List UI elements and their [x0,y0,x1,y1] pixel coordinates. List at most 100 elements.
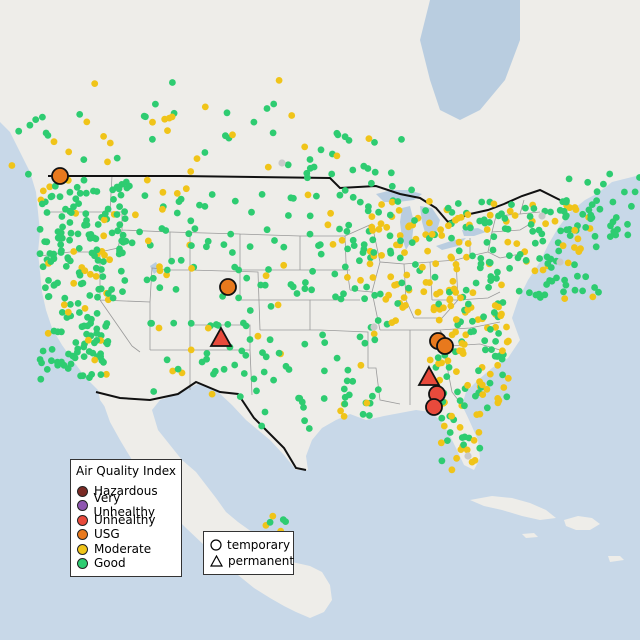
good-monitor [253,387,260,395]
good-monitor [104,205,112,213]
good-monitor [284,161,292,169]
good-monitor [526,213,534,220]
good-monitor [100,258,107,265]
moderate-monitor [539,266,547,274]
offline-monitor [464,452,472,460]
good-monitor [469,252,476,260]
good-monitor [454,388,461,396]
good-monitor [58,247,65,255]
good-monitor [547,208,554,216]
good-monitor [317,250,325,258]
good-monitor [50,281,58,289]
offline-monitor [278,159,286,167]
good-monitor [571,261,578,269]
good-monitor [61,294,69,302]
good-monitor [472,279,480,287]
good-monitor [149,135,156,143]
good-monitor [321,367,328,375]
moderate-monitor [173,190,181,197]
moderate-monitor [87,270,94,278]
good-monitor [121,277,129,284]
moderate-monitor [571,244,578,251]
good-monitor [445,364,453,371]
good-monitor [503,393,511,401]
good-monitor [529,227,537,235]
good-monitor [522,204,529,212]
good-monitor [349,193,357,201]
good-monitor [74,230,82,238]
good-monitor [271,237,278,244]
moderate-monitor [304,191,312,199]
good-monitor [169,79,176,86]
good-monitor [93,337,101,344]
good-monitor [371,336,379,344]
good-monitor [334,131,342,139]
hazardous-swatch [77,485,88,497]
good-monitor [64,365,72,372]
good-monitor [162,227,170,234]
moderate-monitor [448,331,456,339]
good-monitor [266,518,274,526]
good-monitor [45,277,52,284]
good-monitor [242,352,250,359]
good-monitor [361,339,369,347]
good-monitor [563,197,570,204]
moderate-monitor [435,316,443,324]
good-monitor [97,332,105,339]
good-monitor [141,192,149,200]
moderate-monitor [383,223,391,231]
good-monitor [405,284,412,292]
moderate-monitor [264,163,272,171]
moderate-monitor [422,279,430,286]
offline-monitor [538,212,546,220]
good-monitor [56,193,64,201]
good-monitor [343,228,351,235]
moderate-monitor [471,457,479,464]
good-monitor [66,257,74,265]
good-monitor [185,230,193,238]
moderate-monitor [275,77,283,84]
legend-label: permanent [228,554,295,568]
legend-item-unhealthy: Unhealthy [77,513,155,527]
good-monitor [43,238,51,246]
good-monitor [344,366,352,374]
moderate-monitor [438,232,446,239]
good-monitor [92,264,100,272]
moderate-monitor [490,200,498,208]
moderate-monitor [463,446,471,454]
good-monitor [308,286,315,294]
moderate-monitor [366,260,374,268]
good-monitor [113,211,121,218]
good-monitor [624,220,631,228]
good-monitor [116,221,124,229]
good-monitor [119,288,126,295]
good-monitor [69,352,77,360]
moderate-monitor [168,113,176,121]
good-monitor [493,275,500,282]
good-monitor [123,184,131,192]
good-monitor [142,113,149,121]
good-monitor [636,174,640,181]
good-monitor [269,129,277,137]
moderate-monitor [388,198,396,206]
moderate-monitor [473,411,481,418]
moderate-monitor [103,370,110,378]
good-monitor [359,410,367,418]
good-monitor [25,170,32,178]
good-monitor [396,254,404,262]
moderate-monitor [457,214,465,221]
good-monitor [201,203,209,210]
moderate-monitor [444,357,452,365]
good-monitor [321,339,329,346]
good-monitor [462,286,470,294]
good-monitor [368,179,375,187]
good-monitor [411,217,418,224]
good-monitor [408,239,416,247]
good-monitor [337,295,345,303]
hispaniola-land [564,516,600,530]
moderate-monitor [513,240,521,248]
moderate-monitor [452,216,459,224]
good-monitor [290,194,297,202]
good-monitor [562,281,570,289]
moderate-monitor [377,220,385,228]
